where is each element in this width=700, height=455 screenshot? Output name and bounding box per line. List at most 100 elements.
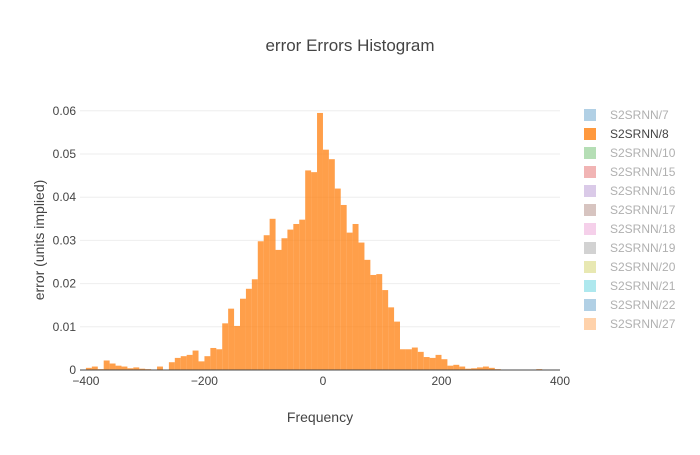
legend-label[interactable]: S2SRNN/27 <box>610 317 676 331</box>
legend-swatch[interactable] <box>584 261 596 273</box>
legend-swatch[interactable] <box>584 128 596 140</box>
histogram-bar[interactable] <box>359 243 365 370</box>
histogram-bar[interactable] <box>299 220 305 370</box>
legend-item[interactable]: S2SRNN/10 <box>584 146 676 160</box>
legend-label[interactable]: S2SRNN/10 <box>610 146 676 160</box>
legend-item[interactable]: S2SRNN/15 <box>584 165 676 179</box>
histogram-bar[interactable] <box>323 150 329 370</box>
legend-label[interactable]: S2SRNN/15 <box>610 165 676 179</box>
histogram-bar[interactable] <box>252 279 258 370</box>
histogram-bar[interactable] <box>376 274 382 370</box>
y-tick-label: 0.03 <box>53 233 77 247</box>
histogram-bar[interactable] <box>216 349 222 370</box>
histogram-bar[interactable] <box>483 367 489 370</box>
legend-swatch[interactable] <box>584 318 596 330</box>
histogram-bar[interactable] <box>453 365 459 370</box>
legend-swatch[interactable] <box>584 242 596 254</box>
histogram-bar[interactable] <box>121 367 127 370</box>
x-tick-label: −200 <box>191 374 218 388</box>
histogram-bar[interactable] <box>187 355 193 370</box>
histogram-bar[interactable] <box>459 367 465 370</box>
legend-item[interactable]: S2SRNN/27 <box>584 317 676 331</box>
histogram-bar[interactable] <box>293 224 299 370</box>
histogram-bar[interactable] <box>270 219 276 370</box>
legend-label[interactable]: S2SRNN/16 <box>610 184 676 198</box>
legend-item[interactable]: S2SRNN/18 <box>584 222 676 236</box>
histogram-bar[interactable] <box>240 299 246 370</box>
histogram-bar[interactable] <box>281 238 287 370</box>
legend-swatch[interactable] <box>584 147 596 159</box>
histogram-bar[interactable] <box>110 364 116 370</box>
legend-swatch[interactable] <box>584 223 596 235</box>
legend-item[interactable]: S2SRNN/21 <box>584 279 676 293</box>
histogram-bar[interactable] <box>181 356 187 370</box>
x-tick-label: 400 <box>550 374 570 388</box>
histogram-bar[interactable] <box>305 170 311 370</box>
legend-item[interactable]: S2SRNN/22 <box>584 298 676 312</box>
histogram-bar[interactable] <box>436 355 442 370</box>
legend-label[interactable]: S2SRNN/7 <box>610 108 669 122</box>
histogram-bar[interactable] <box>430 358 436 370</box>
legend-swatch[interactable] <box>584 280 596 292</box>
histogram-bar[interactable] <box>329 159 335 370</box>
histogram-bar[interactable] <box>370 275 376 370</box>
histogram-bar[interactable] <box>364 260 370 370</box>
legend-item[interactable]: S2SRNN/20 <box>584 260 676 274</box>
histogram-bar[interactable] <box>264 235 270 370</box>
histogram-bar[interactable] <box>406 349 412 370</box>
histogram-bar[interactable] <box>92 367 98 370</box>
histogram-bar[interactable] <box>157 367 163 370</box>
histogram-bar[interactable] <box>169 362 175 370</box>
histogram-bar[interactable] <box>317 113 323 370</box>
histogram-bar[interactable] <box>335 189 341 370</box>
legend-item[interactable]: S2SRNN/8 <box>584 127 669 141</box>
histogram-bar[interactable] <box>447 366 453 370</box>
legend-label[interactable]: S2SRNN/17 <box>610 203 676 217</box>
histogram-bar[interactable] <box>199 361 205 370</box>
histogram-bars <box>86 113 560 370</box>
legend-swatch[interactable] <box>584 185 596 197</box>
legend-label[interactable]: S2SRNN/19 <box>610 241 676 255</box>
histogram-bar[interactable] <box>412 348 418 370</box>
legend-label[interactable]: S2SRNN/22 <box>610 298 676 312</box>
histogram-bar[interactable] <box>382 290 388 370</box>
histogram-bar[interactable] <box>441 359 447 370</box>
legend-swatch[interactable] <box>584 204 596 216</box>
histogram-bar[interactable] <box>234 326 240 370</box>
histogram-bar[interactable] <box>204 356 210 370</box>
histogram-bar[interactable] <box>175 358 181 370</box>
legend-swatch[interactable] <box>584 299 596 311</box>
histogram-bar[interactable] <box>418 352 424 370</box>
histogram-bar[interactable] <box>311 172 317 370</box>
y-tick-label: 0.05 <box>53 147 77 161</box>
legend-item[interactable]: S2SRNN/16 <box>584 184 676 198</box>
histogram-bar[interactable] <box>394 322 400 370</box>
histogram-bar[interactable] <box>228 309 234 370</box>
legend-item[interactable]: S2SRNN/7 <box>584 108 669 122</box>
histogram-bar[interactable] <box>246 289 252 370</box>
legend-label[interactable]: S2SRNN/21 <box>610 279 676 293</box>
legend-item[interactable]: S2SRNN/19 <box>584 241 676 255</box>
legend-label[interactable]: S2SRNN/8 <box>610 127 669 141</box>
histogram-bar[interactable] <box>287 230 293 370</box>
histogram-bar[interactable] <box>104 360 110 370</box>
histogram-bar[interactable] <box>347 233 353 370</box>
histogram-bar[interactable] <box>276 250 282 370</box>
histogram-bar[interactable] <box>193 351 199 370</box>
histogram-bar[interactable] <box>388 307 394 370</box>
histogram-bar[interactable] <box>341 205 347 370</box>
histogram-bar[interactable] <box>424 357 430 370</box>
legend-label[interactable]: S2SRNN/18 <box>610 222 676 236</box>
y-tick-label: 0.06 <box>53 104 77 118</box>
histogram-bar[interactable] <box>116 366 122 370</box>
legend-label[interactable]: S2SRNN/20 <box>610 260 676 274</box>
histogram-bar[interactable] <box>222 323 228 370</box>
legend-swatch[interactable] <box>584 166 596 178</box>
histogram-bar[interactable] <box>210 348 216 370</box>
legend-item[interactable]: S2SRNN/17 <box>584 203 676 217</box>
legend-swatch[interactable] <box>584 109 596 121</box>
histogram-bar[interactable] <box>353 224 359 370</box>
histogram-bar[interactable] <box>258 241 264 370</box>
histogram-bar[interactable] <box>400 349 406 370</box>
